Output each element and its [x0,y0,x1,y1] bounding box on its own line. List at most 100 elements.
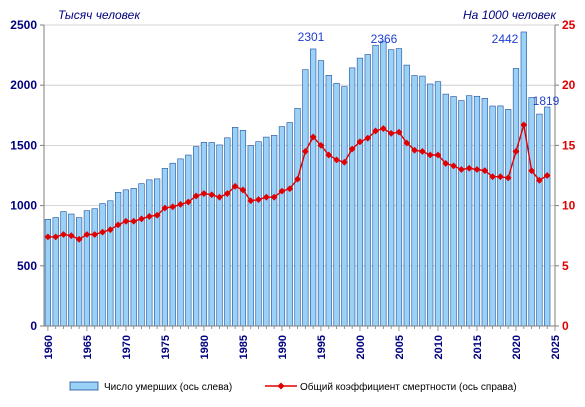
rate-point-1998 [340,158,348,166]
annotation-1994-value: 2301 [298,30,325,44]
bar-2024 [544,106,551,327]
bar-2003 [380,40,387,327]
rate-point-2009 [426,151,434,159]
x-tick-label: 2015 [472,335,484,359]
rate-point-1965 [83,231,91,238]
rate-point-2007 [411,146,418,154]
rate-point-1970 [122,217,130,225]
right-tick-label: 20 [562,78,576,92]
bar-2013 [458,100,465,327]
rate-point-1990 [278,187,286,195]
rate-point-1985 [239,186,247,194]
bar-2021 [520,31,527,327]
x-tick-label: 1970 [121,335,133,359]
rate-point-2024 [543,172,551,179]
right-tick-label: 5 [562,259,569,273]
bar-2017 [489,105,496,327]
rate-point-2002 [372,127,379,135]
bar-1991 [286,122,293,327]
rate-point-1994 [309,133,317,141]
rate-point-2008 [418,148,426,155]
rate-point-2011 [442,160,450,167]
bar-1966 [91,208,98,327]
rate-point-2005 [395,128,403,136]
rate-point-1988 [262,193,270,201]
bar-1988 [263,136,270,327]
bar-1995 [317,60,325,327]
bar-1969 [115,192,122,327]
bar-1964 [75,217,83,327]
rate-point-2003 [379,125,387,132]
annotation-2003-value: 2366 [371,32,398,46]
bar-2020 [512,68,520,327]
bar-2005 [395,48,403,327]
bar-1993 [302,69,309,327]
legend-bar-label: Число умерших (ось слева) [104,382,232,393]
bar-1986 [247,145,254,327]
x-tick-label: 2020 [511,335,523,359]
annotation-2021-value: 2442 [492,32,519,46]
bar-2006 [403,64,410,327]
bar-1970 [122,189,130,327]
right-tick-label: 25 [562,18,576,32]
bar-1968 [107,200,114,327]
bar-2004 [388,49,395,327]
rate-point-2013 [457,166,465,173]
bar-2012 [450,96,457,327]
bar-2007 [411,75,418,327]
rate-point-1976 [169,203,177,211]
bar-2008 [419,75,426,327]
bar-1983 [224,137,231,327]
rate-point-1997 [333,156,340,164]
bar-1982 [216,144,223,327]
rate-point-1996 [325,151,333,159]
rate-point-1966 [91,231,99,238]
legend: Число умерших (ось слева) Общий коэффици… [69,381,517,393]
legend-line-marker [277,382,285,390]
bar-2009 [427,83,434,327]
bar-2010 [434,81,442,327]
rate-point-1971 [130,217,138,225]
rate-point-2020 [512,148,520,155]
bar-2015 [473,95,481,327]
left-tick-label: 500 [17,259,37,273]
bar-2018 [497,105,504,327]
rate-point-1961 [52,233,60,241]
rate-point-1969 [114,221,122,229]
bar-1999 [349,67,356,327]
x-tick-label: 1995 [316,335,328,359]
bar-2000 [356,57,364,327]
x-tick-label: 1990 [277,335,289,359]
bar-1972 [138,183,145,327]
rate-point-1972 [138,215,145,223]
bar-1985 [239,130,247,327]
bar-1974 [154,178,161,327]
rate-point-1963 [67,232,75,240]
bar-1979 [193,146,200,327]
x-tick-label: 2010 [433,335,445,359]
bar-2019 [505,109,512,327]
x-tick-label: 1965 [82,335,94,359]
rate-point-1987 [255,196,262,203]
rate-point-2017 [489,173,496,181]
rate-point-2018 [496,173,504,181]
x-tick-label: 1980 [199,335,211,359]
bar-2016 [481,98,488,327]
rate-point-1962 [60,231,67,238]
line-series [44,121,551,243]
bar-1976 [169,162,176,327]
rate-point-1995 [317,142,325,149]
bar-1963 [68,213,75,327]
bar-1971 [130,188,137,327]
legend-line-label: Общий коэффициент смертности (ось справа… [300,381,517,393]
bar-1996 [325,75,332,327]
bar-1994 [310,48,317,327]
right-axis-unit-label: На 1000 человек [463,8,557,22]
rate-point-1986 [247,197,255,205]
bar-2023 [536,113,543,327]
rate-point-1981 [208,191,216,199]
rate-point-1982 [216,193,223,201]
bar-2001 [364,54,371,327]
